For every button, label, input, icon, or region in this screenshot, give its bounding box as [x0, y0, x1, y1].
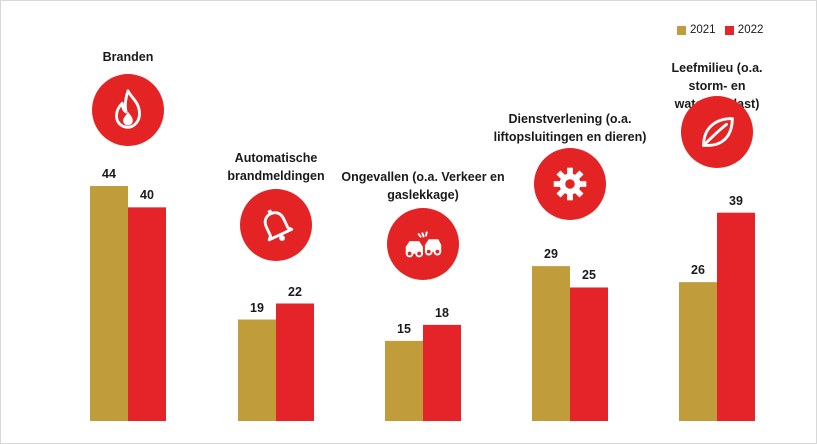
- value-label-2021-2: 15: [397, 321, 411, 336]
- bar-2021-3: [532, 266, 570, 421]
- legend: 2021 2022: [677, 24, 769, 38]
- bar-2022-1: [276, 303, 314, 421]
- category-label-automatische-brandmeldingen: Automatische brandmeldingen: [227, 151, 325, 183]
- value-label-2022-4: 39: [729, 193, 743, 208]
- bar-2021-1: [238, 319, 276, 421]
- category-label-ongevallen: Ongevallen (o.a. Verkeer en gaslekkage): [341, 170, 505, 202]
- gear-icon: [534, 148, 606, 220]
- legend-label-2021: 2021: [690, 24, 716, 36]
- bar-2021-0: [90, 186, 128, 421]
- legend-item-2021: 2021: [677, 24, 716, 36]
- category-label-branden: Branden: [102, 50, 154, 64]
- legend-swatch-2022: [724, 25, 734, 35]
- bell-icon: [240, 189, 312, 261]
- bar-2022-2: [423, 324, 461, 421]
- value-label-2021-3: 29: [544, 247, 558, 262]
- value-label-2021-4: 26: [691, 263, 705, 278]
- category-label-dienstverlening: Dienstverlening (o.a. liftopsluitingen e…: [493, 112, 647, 144]
- bar-2022-0: [128, 207, 166, 421]
- bar-2021-4: [679, 282, 717, 421]
- value-label-2022-0: 40: [140, 188, 154, 203]
- car-crash-icon: [387, 208, 459, 280]
- legend-label-2022: 2022: [737, 24, 764, 36]
- legend-swatch-2021: [677, 25, 686, 35]
- legend-item-2022: 2022: [724, 24, 764, 36]
- value-label-2022-3: 25: [582, 268, 596, 283]
- leaf-icon: [681, 96, 753, 168]
- value-label-2021-0: 44: [102, 167, 116, 181]
- value-label-2022-1: 22: [288, 284, 302, 299]
- value-label-2021-1: 19: [250, 300, 264, 315]
- fire-icon: [92, 74, 164, 146]
- bar-2022-3: [570, 287, 608, 421]
- bar-2021-2: [385, 340, 423, 421]
- bar-2022-4: [717, 212, 755, 421]
- value-label-2022-2: 18: [435, 305, 449, 320]
